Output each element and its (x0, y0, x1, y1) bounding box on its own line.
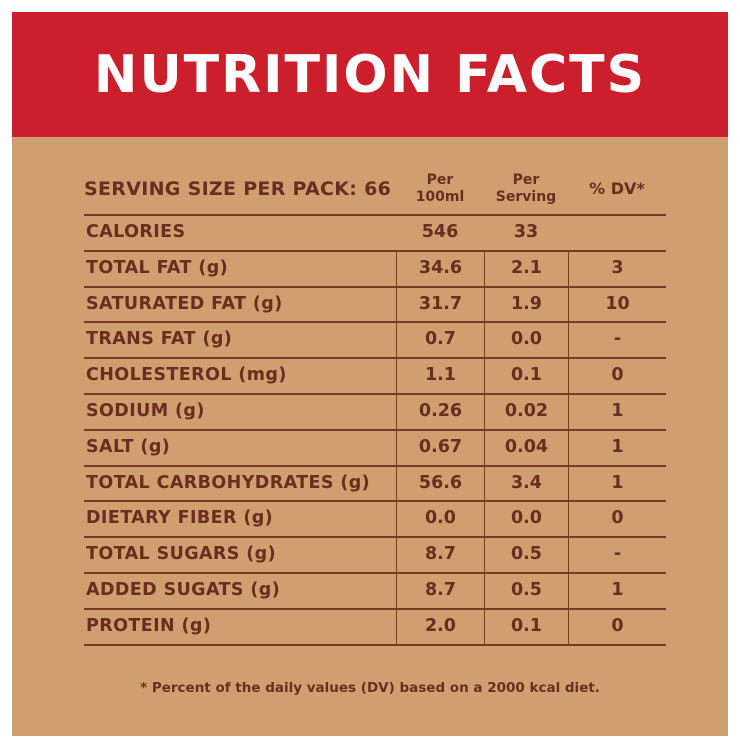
value-per-serving: 0.1 (484, 359, 568, 393)
value-dv: 0 (568, 609, 666, 644)
value-per-serving: 0.5 (484, 573, 568, 608)
value-per-serving: 3.4 (484, 466, 568, 501)
value-dv: 1 (568, 430, 666, 465)
value-dv: 3 (568, 251, 666, 286)
table-row: TOTAL FAT (g) 34.6 2.1 3 (84, 249, 666, 286)
table-row: TOTAL CARBOHYDRATES (g) 56.6 3.4 1 (84, 464, 666, 501)
table-row: ADDED SUGATS (g) 8.7 0.5 1 (84, 571, 666, 608)
col-per-serving: Per Serving (484, 172, 568, 206)
value-per-100ml: 0.7 (396, 323, 484, 358)
value-per-100ml: 546 (421, 222, 459, 242)
nutrient-label: TRANS FAT (g) (86, 329, 233, 350)
value-per-100ml: 0.67 (396, 430, 484, 465)
table-row: CHOLESTEROL (mg) 1.1 0.1 0 (84, 357, 666, 393)
table-row: SODIUM (g) 0.26 0.02 1 (84, 392, 666, 429)
value-per-100ml: 31.7 (396, 287, 484, 322)
table-row: SALT (g) 0.67 0.04 1 (84, 428, 666, 465)
value-dv: 1 (568, 573, 666, 608)
nutrition-table: SERVING SIZE PER PACK: 66 Per 100ml Per Se… (84, 160, 666, 646)
value-per-100ml: 0.26 (396, 394, 484, 429)
nutrient-label: PROTEIN (g) (86, 615, 212, 636)
nutrient-label: TOTAL SUGARS (g) (86, 544, 276, 565)
table-row: SATURATED FAT (g) 31.7 1.9 10 (84, 285, 666, 322)
table-row: DIETARY FIBER (g) 0.0 0.0 0 (84, 500, 666, 537)
col-per-serving-top: Per (512, 172, 540, 188)
col-per-100ml-bottom: 100ml (415, 189, 465, 205)
nutrient-label: SALT (g) (86, 436, 171, 457)
value-per-100ml: 8.7 (396, 538, 484, 572)
footnote: * Percent of the daily values (DV) based… (140, 680, 600, 696)
table-header: SERVING SIZE PER PACK: 66 Per 100ml Per Se… (84, 160, 666, 214)
value-per-serving: 33 (513, 222, 539, 242)
value-per-100ml: 34.6 (396, 251, 484, 286)
value-per-serving: 1.9 (484, 287, 568, 322)
value-per-serving: 0.0 (484, 323, 568, 358)
nutrient-label: TOTAL FAT (g) (86, 257, 229, 278)
value-per-100ml: 2.0 (396, 609, 484, 644)
value-dv: 0 (568, 502, 666, 537)
value-per-serving: 2.1 (484, 251, 568, 286)
value-per-serving: 0.5 (484, 538, 568, 572)
nutrient-label: DIETARY FIBER (g) (86, 508, 274, 529)
value-per-100ml: 0.0 (396, 502, 484, 537)
col-per-100ml: Per 100ml (396, 172, 484, 206)
nutrient-label: TOTAL CARBOHYDRATES (g) (86, 472, 371, 493)
nutrient-label: SODIUM (g) (86, 400, 205, 421)
table-row: TRANS FAT (g) 0.7 0.0- (84, 321, 666, 358)
value-dv: 0 (568, 359, 666, 393)
table-row: PROTEIN (g) 2.0 0.1 0 (84, 607, 666, 646)
col-dv: % DV* (589, 179, 645, 198)
value-per-100ml: 1.1 (396, 359, 484, 393)
title-banner: NUTRITION FACTS (12, 12, 728, 137)
nutrition-card: NUTRITION FACTS SERVING SIZE PER PACK: 6… (12, 12, 728, 736)
value-per-serving: 0.02 (484, 394, 568, 429)
value-per-100ml: 8.7 (396, 573, 484, 608)
value-per-serving: 0.0 (484, 502, 568, 537)
value-dv: 1 (568, 466, 666, 501)
serving-size: SERVING SIZE PER PACK: 66 (84, 178, 392, 200)
value-per-serving: 0.1 (484, 609, 568, 644)
value-dv: - (568, 323, 666, 358)
value-dv: - (568, 538, 666, 572)
nutrient-label: CALORIES (86, 222, 186, 242)
value-per-100ml: 56.6 (396, 466, 484, 501)
value-per-serving: 0.04 (484, 430, 568, 465)
table-row: TOTAL SUGARS (g) 8.7 0.5- (84, 536, 666, 572)
value-dv: 10 (568, 287, 666, 322)
col-per-100ml-top: Per (426, 172, 454, 188)
table-row: CALORIES 546 33 (84, 214, 666, 250)
nutrient-label: CHOLESTEROL (mg) (86, 365, 287, 386)
nutrient-label: ADDED SUGATS (g) (86, 579, 281, 600)
nutrient-label: SATURATED FAT (g) (86, 293, 283, 314)
value-dv: 1 (568, 394, 666, 429)
col-per-serving-bottom: Serving (495, 189, 557, 205)
